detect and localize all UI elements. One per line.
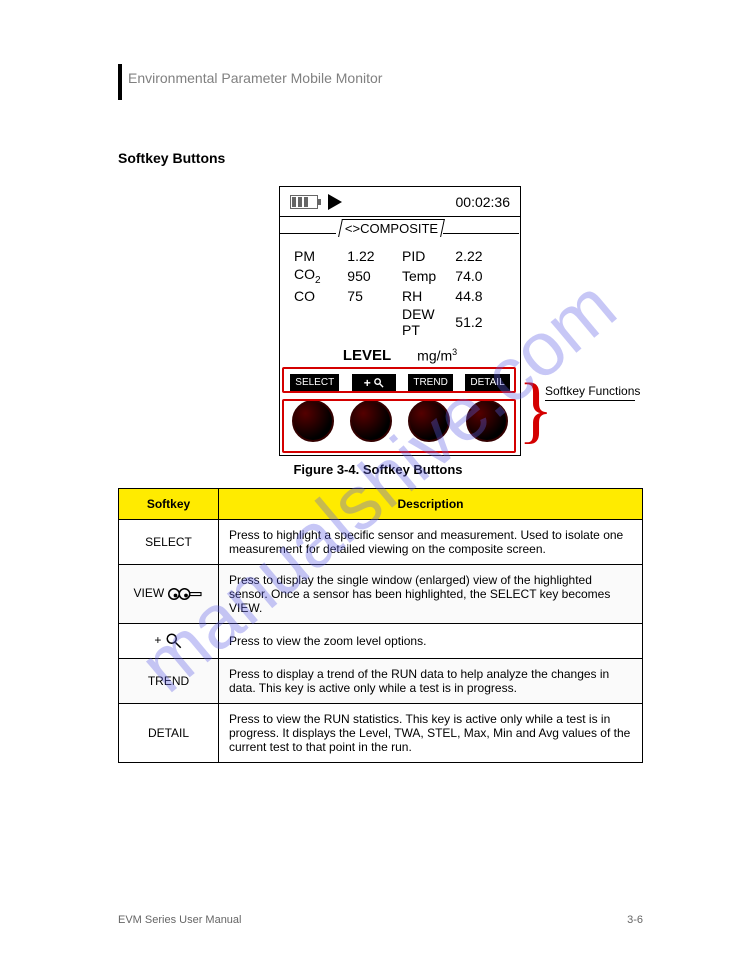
- softkey-zoom: +: [352, 374, 396, 392]
- readings-grid: PM 1.22 PID 2.22 CO2 950 Temp 74.0 CO 75…: [280, 241, 520, 341]
- table-cell-key: TREND: [119, 659, 219, 704]
- reading-label: Temp: [400, 265, 449, 287]
- table-header-softkey: Softkey: [119, 489, 219, 520]
- units-label: mg/m3: [417, 347, 457, 364]
- table-cell-key: VIEW: [119, 565, 219, 624]
- table-row: VIEW Press to display the single window …: [119, 565, 643, 624]
- softkey-table: Softkey Description SELECT Press to high…: [118, 488, 643, 763]
- reading-value: 950: [341, 265, 400, 287]
- status-left: [290, 194, 342, 210]
- table-cell-desc: Press to display a trend of the RUN data…: [219, 659, 643, 704]
- reading-value: 44.8: [449, 287, 508, 305]
- device-screenshot: 00:02:36 <>COMPOSITE PM 1.22 PID 2.22 CO…: [279, 186, 521, 456]
- hardware-buttons-row: [280, 394, 520, 450]
- hardware-button[interactable]: [292, 400, 334, 442]
- hardware-button[interactable]: [466, 400, 508, 442]
- hardware-button[interactable]: [350, 400, 392, 442]
- hardware-button[interactable]: [408, 400, 450, 442]
- reading-label: PID: [400, 247, 449, 265]
- table-cell-key: +: [119, 624, 219, 659]
- eyes-icon: [168, 585, 204, 603]
- callout-text: Softkey Functions: [545, 384, 640, 398]
- softkey-row: SELECT + TREND DETAIL: [280, 372, 520, 394]
- magnifier-icon: [165, 632, 183, 650]
- reading-label: DEW PT: [400, 305, 449, 339]
- play-icon: [328, 194, 342, 210]
- timer: 00:02:36: [456, 194, 511, 210]
- curly-brace-icon: }: [518, 365, 554, 455]
- table-cell-desc: Press to view the RUN statistics. This k…: [219, 704, 643, 763]
- reading-value: 75: [341, 287, 400, 305]
- table-row: + Press to view the zoom level options.: [119, 624, 643, 659]
- tab-row: <>COMPOSITE: [280, 217, 520, 241]
- section-title: Softkey Buttons: [118, 150, 225, 166]
- table-row: DETAIL Press to view the RUN statistics.…: [119, 704, 643, 763]
- table-cell-desc: Press to highlight a specific sensor and…: [219, 520, 643, 565]
- reading-label: PM: [292, 247, 341, 265]
- table-row: TREND Press to display a trend of the RU…: [119, 659, 643, 704]
- table-cell-desc: Press to view the zoom level options.: [219, 624, 643, 659]
- reading-value: 51.2: [449, 305, 508, 339]
- callout-line: [545, 400, 635, 401]
- table-cell-desc: Press to display the single window (enla…: [219, 565, 643, 624]
- header-divider: [118, 64, 122, 100]
- softkey-select: SELECT: [290, 374, 339, 392]
- reading-value: 1.22: [341, 247, 400, 265]
- reading-value: 2.22: [449, 247, 508, 265]
- magnifier-icon: [373, 377, 384, 388]
- table-row: SELECT Press to highlight a specific sen…: [119, 520, 643, 565]
- footer-left: EVM Series User Manual: [118, 914, 242, 926]
- reading-value: 74.0: [449, 265, 508, 287]
- softkey-trend: TREND: [408, 374, 452, 392]
- table-cell-key: DETAIL: [119, 704, 219, 763]
- softkey-detail: DETAIL: [465, 374, 509, 392]
- level-label: LEVEL: [343, 347, 391, 364]
- page-footer: EVM Series User Manual 3-6: [118, 914, 643, 926]
- figure-caption: Figure 3-4. Softkey Buttons: [0, 462, 756, 477]
- footer-right: 3-6: [627, 914, 643, 926]
- reading-label: CO: [292, 287, 341, 305]
- table-cell-key: SELECT: [119, 520, 219, 565]
- reading-label: RH: [400, 287, 449, 305]
- table-header-description: Description: [219, 489, 643, 520]
- tab-composite: <>COMPOSITE: [340, 219, 443, 237]
- level-row: LEVEL mg/m3: [280, 341, 520, 372]
- header-text: Environmental Parameter Mobile Monitor: [128, 70, 382, 86]
- reading-label: CO2: [292, 265, 341, 287]
- device-status-bar: 00:02:36: [280, 187, 520, 217]
- plus-icon: +: [364, 376, 371, 390]
- battery-icon: [290, 195, 318, 209]
